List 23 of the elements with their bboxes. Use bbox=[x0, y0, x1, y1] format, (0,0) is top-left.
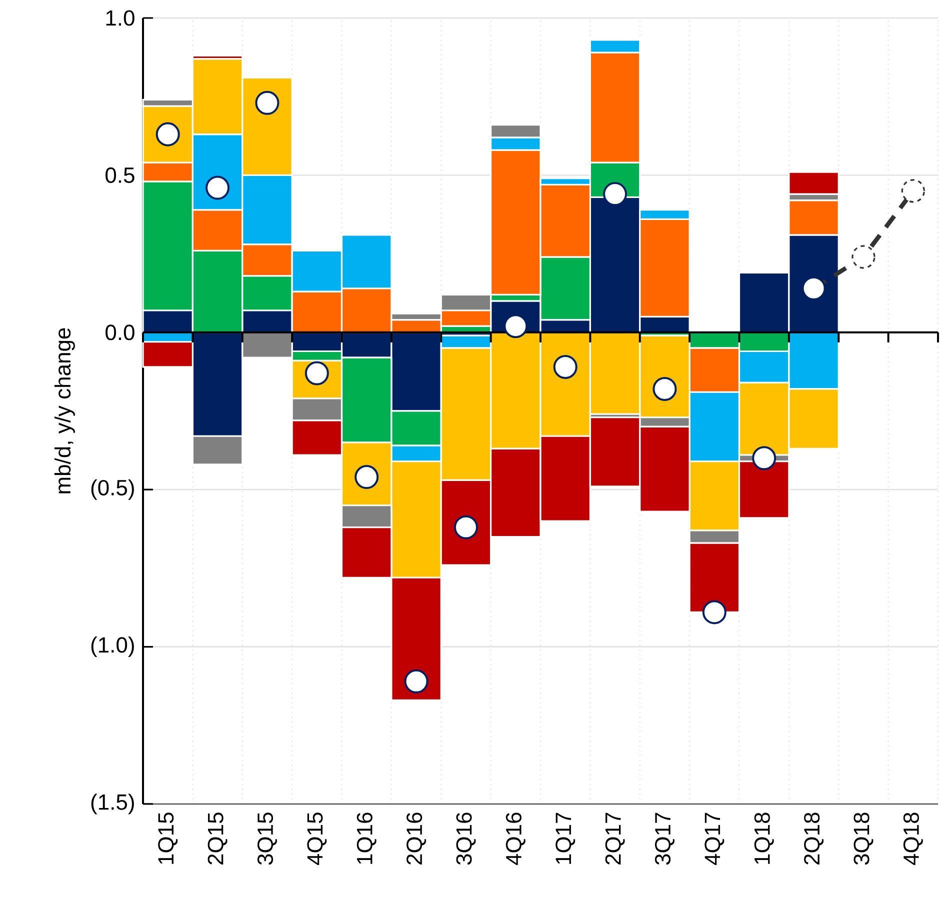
x-tick-label: 2Q15 bbox=[208, 812, 228, 864]
y-tick-label: (1.0) bbox=[91, 636, 134, 658]
x-tick-label: 1Q18 bbox=[754, 812, 774, 864]
x-tick-label: 2Q17 bbox=[605, 812, 625, 864]
x-tick-label: 1Q16 bbox=[356, 812, 376, 864]
x-tick-label: 3Q16 bbox=[456, 812, 476, 865]
x-tick-label: 2Q16 bbox=[406, 812, 426, 864]
y-tick-label: (0.5) bbox=[91, 479, 134, 500]
x-tick-label: 4Q15 bbox=[307, 812, 327, 866]
x-tick-label: 4Q16 bbox=[506, 812, 526, 866]
x-tick-label: 4Q17 bbox=[704, 812, 724, 866]
x-tick-label: 3Q18 bbox=[854, 812, 874, 865]
x-tick-label: 3Q15 bbox=[257, 812, 277, 865]
x-tick-label: 3Q17 bbox=[654, 812, 674, 865]
y-tick-label: 1.0 bbox=[106, 10, 134, 26]
x-tick-label: 1Q17 bbox=[556, 812, 576, 864]
y-tick-label: 0.5 bbox=[106, 167, 134, 183]
y-axis-title: mb/d, y/y change bbox=[54, 328, 75, 494]
y-tick-label: (1.5) bbox=[91, 794, 134, 814]
x-tick-label: 2Q18 bbox=[804, 812, 824, 864]
x-tick-label: 1Q15 bbox=[158, 812, 178, 864]
y-tick-label: 0.0 bbox=[106, 324, 134, 340]
x-tick-label: 4Q18 bbox=[903, 812, 923, 866]
